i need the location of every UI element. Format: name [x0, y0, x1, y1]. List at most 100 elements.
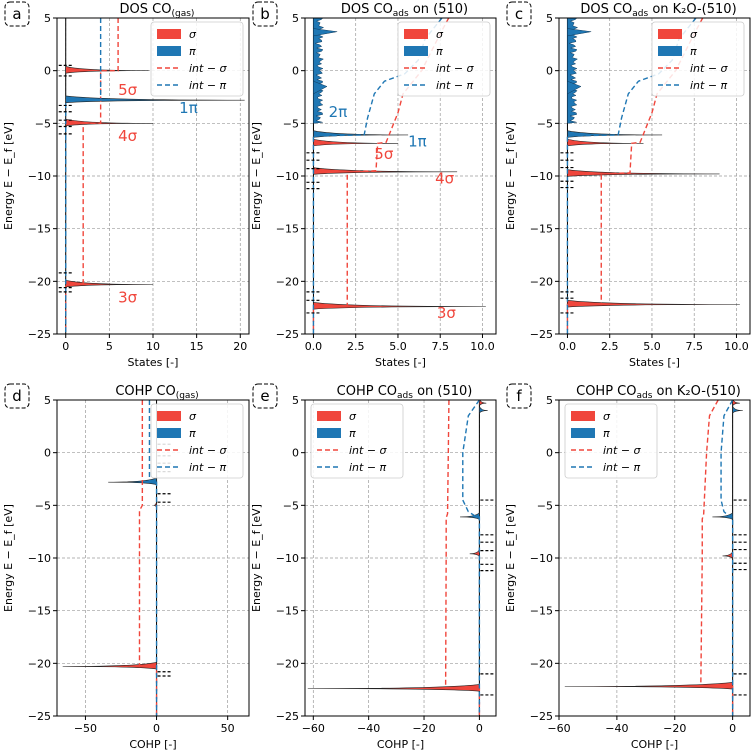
sigma-peak — [567, 169, 720, 177]
x-axis-label: COHP [-] — [377, 738, 424, 751]
y-tick-label: −20 — [530, 275, 553, 288]
peak-label: 3σ — [118, 288, 138, 306]
panel-label: c — [515, 5, 523, 23]
x-tick-label: 0 — [62, 340, 69, 353]
x-tick-label: 7.5 — [431, 340, 449, 353]
x-tick-label: 0.0 — [559, 340, 577, 353]
y-tick-label: −10 — [28, 170, 51, 183]
x-tick-label: 7.5 — [685, 340, 703, 353]
sigma-peak — [567, 138, 644, 147]
pi-peak — [313, 130, 409, 138]
x-axis-label: COHP [-] — [129, 738, 176, 751]
sigma-peak — [564, 681, 733, 690]
sigma-peak — [732, 400, 740, 407]
legend-swatch-pi — [157, 428, 181, 438]
y-tick-label: −25 — [530, 710, 553, 723]
sigma-peak — [307, 684, 480, 692]
x-tick-label: 20 — [233, 340, 247, 353]
panel-label-box — [4, 383, 30, 409]
panel-f: 5 0 −5 −10 −15 −20 −25−60 −40 −20 0 COHP [-] Energy… — [504, 383, 751, 751]
pi-peak — [567, 130, 663, 138]
x-axis-label: States [-] — [629, 356, 680, 369]
pi-dos-peak — [313, 28, 338, 37]
sigma-peak — [313, 138, 398, 147]
y-tick-label: −25 — [276, 328, 299, 341]
sigma-peak — [722, 551, 733, 560]
plot-area — [57, 18, 249, 334]
legend-label: int − σ — [189, 444, 228, 457]
y-axis-label: Energy E − E_f [eV] — [504, 504, 517, 612]
x-tick-label: −40 — [605, 722, 628, 735]
int-sigma-line — [444, 400, 481, 716]
x-tick-label: −50 — [74, 722, 97, 735]
y-tick-label: 0 — [546, 65, 553, 78]
x-tick-label: −60 — [302, 722, 325, 735]
int-pi-line — [566, 18, 697, 334]
x-tick-label: 5 — [106, 340, 113, 353]
y-tick-label: 5 — [44, 12, 51, 25]
panel-label: b — [260, 5, 270, 23]
legend-label: int − π — [603, 461, 641, 474]
legend-box — [310, 403, 404, 479]
y-axis-label: Energy E − E_f [eV] — [250, 122, 263, 230]
int-pi-line — [462, 400, 481, 716]
legend-label: int − π — [349, 461, 387, 474]
pi-peak — [108, 477, 157, 486]
panel-title: DOS COads on K₂O-(510) — [580, 2, 736, 19]
legend-swatch-sigma — [317, 411, 341, 421]
panel-title: COHP COads on (510) — [337, 384, 473, 401]
legend-label: int − π — [189, 461, 227, 474]
panel-title: COHP CO(gas) — [115, 384, 198, 401]
y-tick-label: 5 — [546, 394, 553, 407]
panel-title: COHP COads on K₂O-(510) — [576, 384, 741, 401]
pi-peak — [65, 95, 245, 104]
legend-swatch-pi — [404, 46, 428, 56]
panel-label-box — [506, 383, 532, 409]
pi-peak — [460, 511, 480, 521]
legend-label: σ — [189, 410, 197, 423]
y-axis-label: Energy E − E_f [eV] — [2, 122, 15, 230]
peak-label: 4σ — [435, 169, 455, 187]
y-axis-label: Energy E − E_f [eV] — [504, 122, 517, 230]
y-tick-label: 5 — [44, 394, 51, 407]
legend-label: int − π — [690, 79, 728, 92]
sigma-peak — [313, 302, 486, 310]
legend-label: π — [189, 427, 196, 440]
sigma-peak — [65, 66, 149, 74]
y-axis-label: Energy E − E_f [eV] — [250, 504, 263, 612]
legend-label: int − σ — [690, 62, 729, 75]
peak-label: 1π — [179, 99, 198, 117]
peak-label: 5σ — [118, 81, 138, 99]
panel-label-box — [252, 383, 278, 409]
y-tick-label: −5 — [35, 117, 51, 130]
y-tick-label: −25 — [28, 710, 51, 723]
y-tick-label: 0 — [292, 447, 299, 460]
pi-peak — [479, 406, 488, 415]
sigma-peak — [469, 549, 480, 558]
y-tick-label: −15 — [530, 223, 553, 236]
y-tick-label: −20 — [530, 657, 553, 670]
legend-swatch-pi — [658, 46, 682, 56]
y-tick-label: −25 — [276, 710, 299, 723]
legend-label: σ — [349, 410, 357, 423]
panel-label: a — [12, 5, 21, 23]
legend-swatch-sigma — [404, 29, 428, 39]
y-tick-label: −15 — [28, 605, 51, 618]
y-tick-label: −5 — [35, 499, 51, 512]
y-tick-label: 0 — [44, 447, 51, 460]
x-tick-label: 2.5 — [601, 340, 619, 353]
x-axis-label: States [-] — [128, 356, 179, 369]
legend-swatch-sigma — [157, 411, 181, 421]
peak-label: 3σ — [437, 304, 457, 322]
y-tick-label: 5 — [292, 12, 299, 25]
legend-label: int − σ — [349, 444, 388, 457]
x-tick-label: −40 — [357, 722, 380, 735]
y-tick-label: −15 — [276, 223, 299, 236]
x-tick-label: −20 — [412, 722, 435, 735]
y-tick-label: 5 — [292, 394, 299, 407]
peak-label: 1π — [408, 133, 427, 151]
sigma-peak — [479, 400, 487, 406]
y-tick-label: −25 — [28, 328, 51, 341]
panel-a: 5σ 1π 4σ 3σ 5 0 −5 −10 −15 −20 −25 0 5 10 15 20 States [… — [2, 1, 250, 369]
